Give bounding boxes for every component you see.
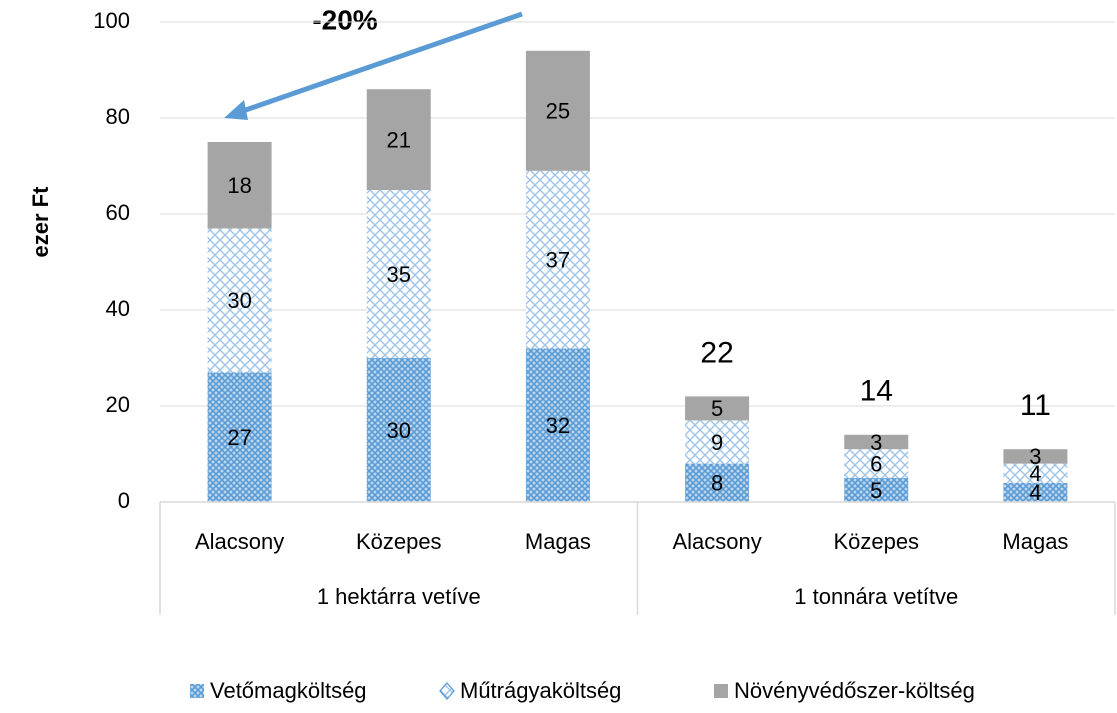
y-tick-label: 100: [93, 8, 130, 33]
x-tick-label: Közepes: [833, 529, 919, 554]
x-tick-label: Alacsony: [195, 529, 284, 554]
bar-segment: [844, 434, 909, 450]
data-label: 30: [227, 288, 251, 313]
bar-segment: [366, 190, 431, 358]
bar-segment: [525, 348, 590, 502]
total-label: 11: [1020, 389, 1051, 422]
data-label: 3: [1029, 444, 1041, 469]
bar-segment: [844, 478, 909, 502]
arrow-head: [224, 100, 248, 120]
data-label: 30: [387, 418, 411, 443]
data-label: 5: [711, 396, 723, 421]
bar-segment: [685, 463, 750, 502]
legend-label: Növényvédőszer-költség: [734, 678, 975, 703]
bar-segment: [1003, 482, 1068, 502]
legend-label: Műtrágyaköltség: [460, 678, 621, 703]
data-label: 5: [870, 478, 882, 503]
annotation: -20%: [312, 4, 377, 35]
bar-segment: [207, 372, 272, 502]
legend-swatch: [439, 682, 455, 700]
y-tick-label: 60: [106, 200, 130, 225]
data-label: 4: [1029, 480, 1041, 505]
data-label: 27: [227, 425, 251, 450]
bar-segment: [685, 420, 750, 464]
x-tick-label: Közepes: [356, 529, 442, 554]
data-label: 3: [870, 430, 882, 455]
x-tick-label: Alacsony: [672, 529, 761, 554]
total-label: 14: [860, 375, 893, 408]
x-tick-label: Magas: [1002, 529, 1068, 554]
y-axis-title: ezer Ft: [28, 186, 53, 258]
bar-segment: [207, 142, 272, 229]
bar-segment: [844, 449, 909, 478]
bar-segment: [685, 396, 750, 421]
bar-segment: [207, 228, 272, 373]
y-tick-label: 40: [106, 296, 130, 321]
bar-segment: [366, 89, 431, 190]
group-label: 1 tonnára vetítve: [794, 584, 958, 609]
legend-label: Vetőmagköltség: [210, 678, 367, 703]
data-label: 8: [711, 471, 723, 496]
data-label: 4: [1029, 461, 1041, 486]
data-label: 25: [546, 99, 570, 124]
y-tick-label: 80: [106, 104, 130, 129]
data-label: 32: [546, 413, 570, 438]
x-tick-label: Magas: [525, 529, 591, 554]
y-tick-label: 0: [118, 488, 130, 513]
bar-segment: [1003, 449, 1068, 464]
data-label: 21: [387, 127, 411, 152]
data-label: 18: [227, 173, 251, 198]
arrow: [239, 11, 523, 115]
legend-swatch: [714, 684, 728, 698]
data-label: 37: [546, 247, 570, 272]
bar-segment: [525, 50, 590, 171]
data-label: 9: [711, 430, 723, 455]
legend-swatch: [190, 684, 204, 698]
data-label: 6: [870, 451, 882, 476]
bar-segment: [525, 170, 590, 349]
data-label: 35: [387, 262, 411, 287]
group-label: 1 hektárra vetíve: [317, 584, 481, 609]
total-label: 22: [700, 336, 733, 369]
bar-segment: [1003, 463, 1068, 483]
bar-segment: [366, 358, 431, 502]
y-tick-label: 20: [106, 392, 130, 417]
